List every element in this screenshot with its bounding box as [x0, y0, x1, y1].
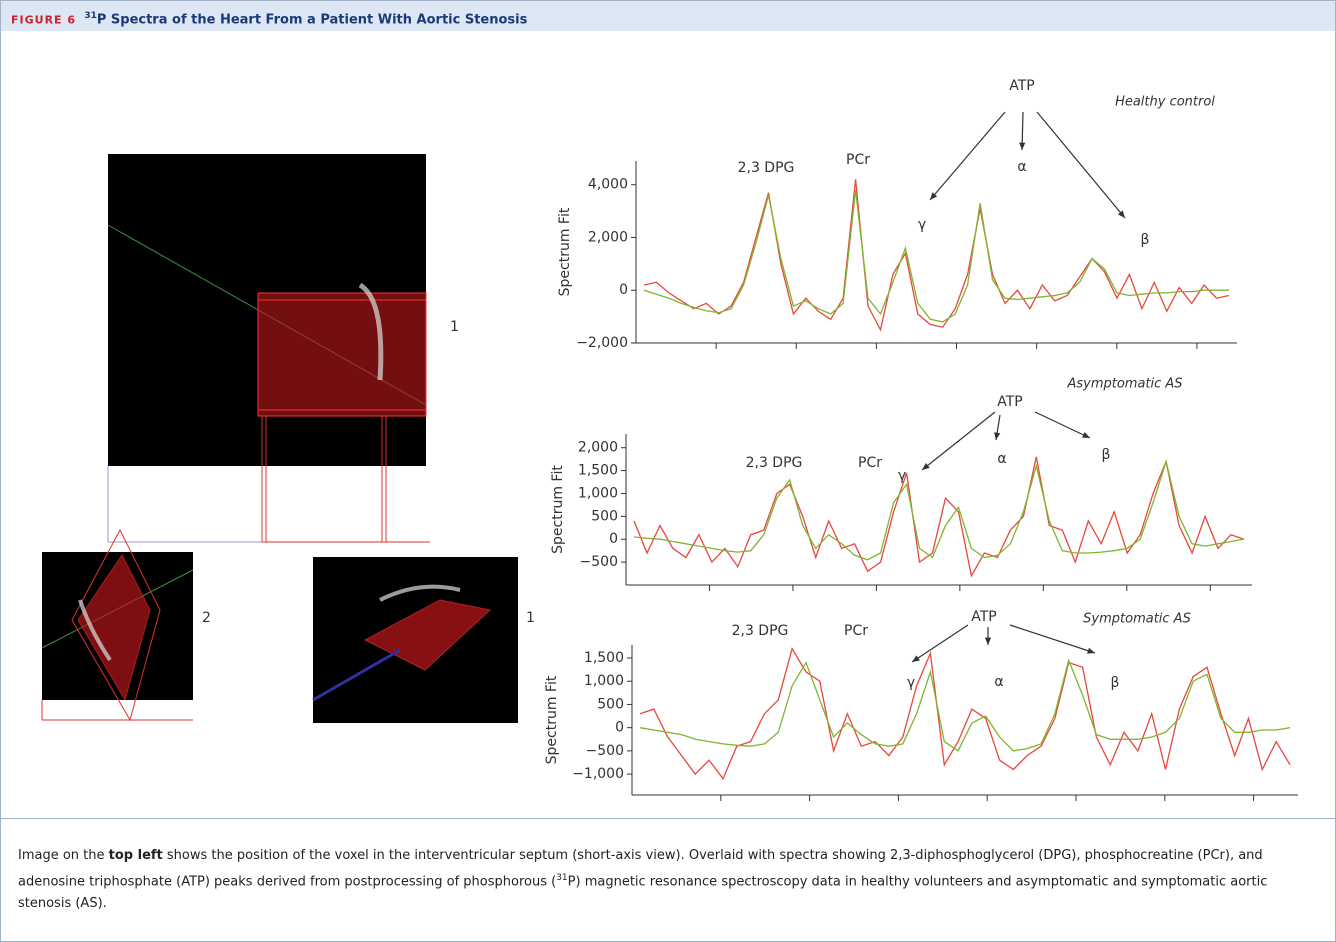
spectrum-line: [634, 457, 1244, 576]
chart-subtitle: Asymptomatic AS: [1066, 377, 1182, 392]
y-tick-label: 2,000: [578, 440, 618, 456]
arrow: [912, 625, 968, 662]
spectrum-chart: −1,000 −500 0 500 1,000 1,500 Spectrum Fit Symp…: [544, 609, 1298, 801]
peak-label: α: [1017, 159, 1026, 175]
peak-label: β: [1141, 232, 1150, 248]
peak-label: α: [997, 451, 1006, 467]
peak-label: PCr: [844, 623, 868, 639]
spectrum-chart: −500 0 500 1,000 1,500 2,000 Spectrum Fit Asymp…: [550, 377, 1252, 592]
peak-label: γ: [918, 217, 926, 233]
peak-label: β: [1111, 675, 1120, 691]
y-tick-label: −2,000: [576, 335, 628, 351]
y-tick-label: 2,000: [588, 229, 628, 245]
arrow-head: [1019, 143, 1025, 150]
image-label: 2: [202, 610, 211, 626]
arrow: [930, 112, 1005, 200]
y-tick-label: 0: [619, 282, 628, 298]
peak-label: 2,3 DPG: [738, 160, 795, 176]
peak-label: ATP: [1009, 78, 1034, 94]
spectrum-line: [634, 462, 1244, 560]
y-tick-label: −500: [580, 554, 618, 570]
spectrum-line: [640, 660, 1290, 751]
y-tick-label: −1,000: [572, 766, 624, 782]
image-label: 1: [526, 610, 535, 626]
y-tick-label: 0: [615, 720, 624, 736]
arrow-head: [985, 638, 991, 645]
y-tick-label: 1,500: [584, 650, 624, 666]
y-axis-label: Spectrum Fit: [557, 207, 573, 296]
arrow-head: [994, 432, 1000, 440]
peak-label: PCr: [846, 152, 870, 168]
y-tick-label: −500: [586, 743, 624, 759]
peak-label: 2,3 DPG: [732, 623, 789, 639]
chart-subtitle: Symptomatic AS: [1083, 612, 1191, 627]
y-tick-label: 1,000: [584, 673, 624, 689]
arrow: [1037, 112, 1125, 218]
y-tick-label: 500: [597, 696, 624, 712]
arrow: [922, 412, 995, 470]
spectrum-line: [644, 190, 1229, 322]
page: FIGURE 6 31P Spectra of the Heart From a…: [0, 0, 1336, 942]
peak-label: γ: [898, 468, 906, 484]
peak-label: PCr: [858, 455, 882, 471]
y-axis-label: Spectrum Fit: [550, 465, 566, 554]
arrow-head: [1087, 648, 1095, 654]
peak-label: β: [1102, 447, 1111, 463]
arrow-head: [912, 655, 920, 662]
mri-images: 1 2 1: [42, 154, 535, 723]
image-label: 1: [450, 319, 459, 335]
y-tick-label: 4,000: [588, 177, 628, 193]
spectrum-line: [640, 649, 1290, 779]
chart-subtitle: Healthy control: [1115, 95, 1215, 110]
arrow: [1010, 625, 1095, 653]
peak-label: γ: [907, 675, 915, 691]
y-tick-label: 1,500: [578, 463, 618, 479]
y-axis-label: Spectrum Fit: [544, 675, 560, 764]
peak-label: ATP: [997, 394, 1022, 410]
peak-label: ATP: [971, 609, 996, 625]
spectrum-chart: −2,000 0 2,000 4,000 Spectrum Fit Healthy con…: [557, 78, 1237, 351]
peak-label: α: [994, 674, 1003, 690]
y-tick-label: 1,000: [578, 485, 618, 501]
y-tick-label: 0: [609, 531, 618, 547]
figure: 1 2 1 −2,000 0 2,000 4,000 Spectrum Fit Healt…: [0, 0, 1336, 942]
y-tick-label: 500: [591, 508, 618, 524]
peak-label: 2,3 DPG: [746, 455, 803, 471]
arrow: [1035, 412, 1090, 438]
